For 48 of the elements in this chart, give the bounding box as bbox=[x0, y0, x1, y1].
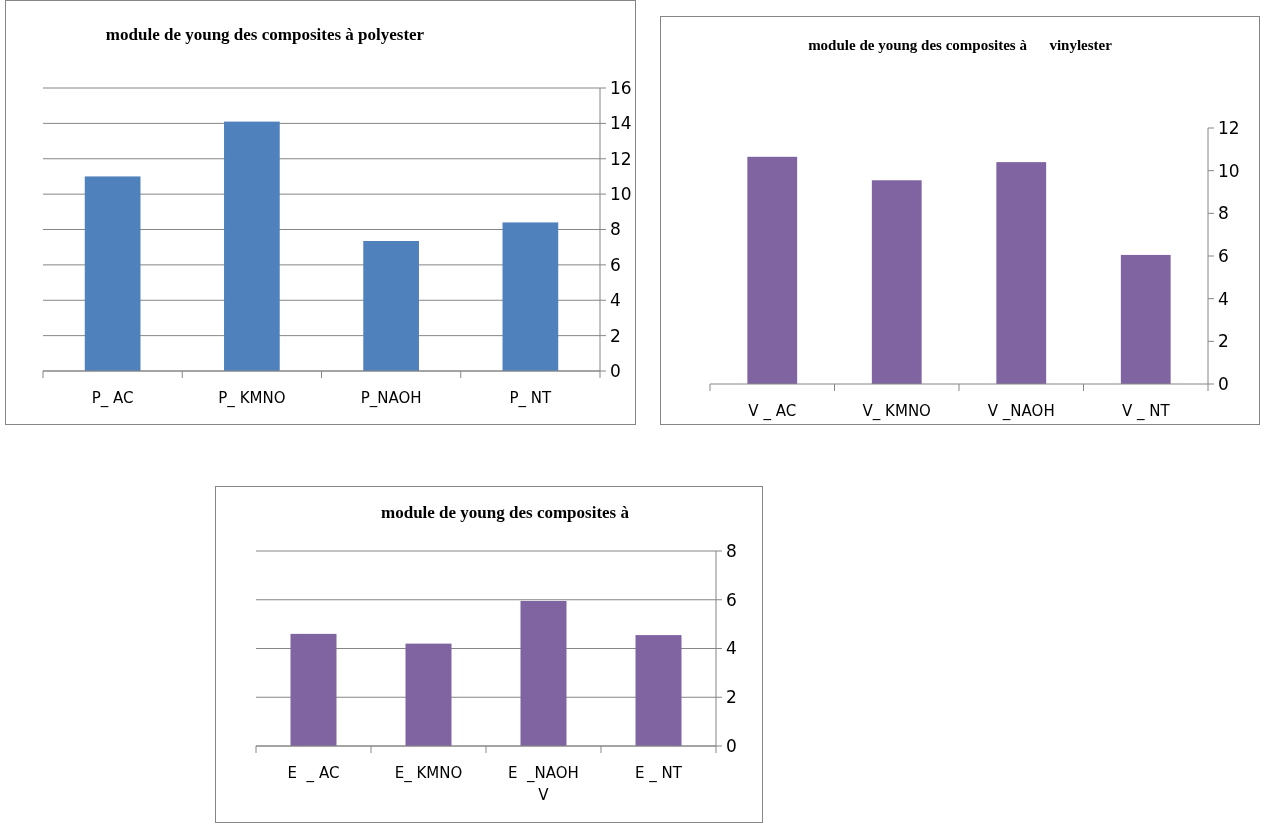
x-tick-label: V _NAOH bbox=[987, 402, 1055, 421]
y-tick-label: 0 bbox=[726, 735, 737, 756]
y-tick-label: 4 bbox=[726, 638, 737, 659]
bar bbox=[502, 222, 559, 371]
x-tick-label: E _NAOH V bbox=[508, 764, 579, 804]
x-tick-label: E_ KMNO bbox=[394, 764, 463, 783]
y-tick-label: 4 bbox=[1218, 288, 1229, 309]
y-tick-label: 8 bbox=[726, 540, 737, 561]
x-tick-label: V_ KMNO bbox=[862, 402, 931, 421]
y-tick-label: 2 bbox=[1218, 331, 1229, 352]
bar bbox=[224, 121, 280, 371]
y-tick-label: 6 bbox=[610, 254, 621, 275]
y-tick-label: 14 bbox=[610, 113, 632, 134]
bar bbox=[363, 241, 419, 371]
x-tick-label: P_ NT bbox=[509, 389, 553, 408]
bar bbox=[520, 600, 567, 746]
y-tick-label: 10 bbox=[610, 184, 632, 205]
y-tick-label: 16 bbox=[610, 77, 632, 98]
bar bbox=[84, 176, 141, 371]
bar bbox=[871, 180, 922, 384]
chart-title: module de young des composites à vinylester bbox=[808, 37, 1113, 53]
bar bbox=[635, 635, 682, 746]
y-tick-label: 0 bbox=[1218, 373, 1229, 394]
y-tick-label: 8 bbox=[1218, 203, 1229, 224]
y-tick-label: 2 bbox=[726, 687, 737, 708]
y-tick-label: 6 bbox=[1218, 245, 1229, 266]
bar bbox=[290, 633, 337, 746]
y-tick-label: 12 bbox=[610, 148, 632, 169]
y-tick-label: 10 bbox=[1218, 160, 1240, 181]
y-tick-label: 2 bbox=[610, 325, 621, 346]
x-tick-label: P_ KMNO bbox=[218, 389, 286, 408]
x-tick-label: P_NAOH bbox=[360, 389, 422, 408]
y-tick-label: 8 bbox=[610, 219, 621, 240]
bar bbox=[996, 162, 1047, 384]
chart-title: module de young des composites à polyester bbox=[105, 25, 425, 44]
bar bbox=[405, 643, 452, 746]
bar bbox=[1120, 254, 1171, 384]
chart-title: module de young des composites à bbox=[381, 503, 630, 522]
x-tick-label: V _ AC bbox=[748, 402, 797, 421]
y-tick-label: 6 bbox=[726, 589, 737, 610]
x-tick-label: P_ AC bbox=[91, 389, 134, 408]
x-tick-label: V _ NT bbox=[1121, 402, 1171, 421]
y-tick-label: 12 bbox=[1218, 117, 1240, 138]
y-tick-label: 4 bbox=[610, 290, 621, 311]
y-tick-label: 0 bbox=[610, 360, 621, 381]
x-tick-label: E _ AC bbox=[287, 764, 340, 783]
bar bbox=[747, 156, 798, 384]
x-tick-label: E _ NT bbox=[635, 764, 683, 783]
